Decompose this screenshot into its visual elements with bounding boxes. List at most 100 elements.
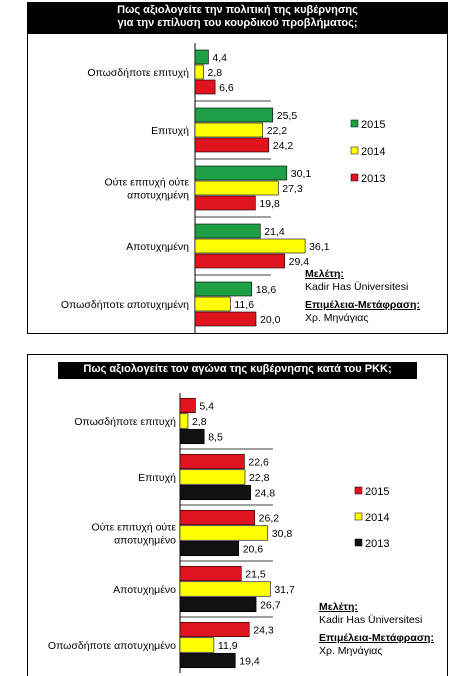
data-label: 18,6 (256, 284, 277, 296)
bar-2013 (194, 311, 257, 327)
category-label: Επιτυχή (151, 125, 189, 137)
legend-swatch-2013 (350, 173, 359, 182)
category-label: Επιτυχή (138, 472, 176, 484)
data-label: 2,8 (208, 67, 223, 79)
bar-2014 (194, 122, 264, 138)
category-label: Αποτυχημένη (126, 241, 189, 253)
category-label: Οπωσδήποτε αποτυχημένο (48, 640, 176, 652)
legend-swatch-2014 (350, 146, 359, 155)
category-label: Ούτε επιτυχή ούτε (105, 177, 190, 189)
data-label: 29,4 (289, 256, 310, 268)
bar-2015 (194, 281, 253, 297)
bar-2015 (179, 397, 196, 414)
data-label: 22,8 (249, 472, 270, 484)
credits-block: Μελέτη: Kadir Has Üniversitesi Επιμέλεια… (319, 601, 434, 658)
bar-2013 (179, 596, 257, 613)
bar-chart-svg: 4,4 2,8 6,6 Οπωσδήποτε επιτυχή 25,5 22,2 24,2 Ε… (61, 43, 385, 333)
chart-panel-kurdish-policy: Πως αξιολογείτε την πολιτική της κυβέρνη… (27, 2, 448, 334)
legend-swatch-2015 (350, 119, 359, 128)
legend-label: 2013 (361, 173, 385, 185)
bar-2015 (179, 453, 245, 470)
data-label: 30,8 (272, 528, 293, 540)
chart-panel-pkk-fight: Πως αξιολογείτε τον αγώνα της κυβέρνησης… (27, 354, 448, 676)
bar-2014 (179, 637, 215, 653)
bar-2013 (179, 484, 251, 501)
bar-2015 (179, 621, 250, 638)
chart-title: Πως αξιολογείτε την πολιτική της κυβέρνη… (28, 3, 447, 34)
data-label: 11,6 (234, 299, 254, 311)
bar-2015 (194, 165, 288, 181)
legend-label: 2015 (361, 119, 385, 131)
bar-2014 (179, 581, 271, 597)
editor-value: Χρ. Μηνάγιας (305, 312, 369, 324)
bar-2014 (194, 64, 204, 80)
legend-swatch-2013 (354, 538, 363, 547)
bar-2015 (194, 223, 261, 239)
data-label: 25,5 (277, 110, 298, 122)
bar-chart-svg: 5,4 2,88,5 Οπωσδήποτε επιτυχή 22,6 22,8 24,8 Ε… (48, 393, 389, 673)
chart-title-line-1: Πως αξιολογείτε την πολιτική της κυβέρνη… (117, 4, 358, 16)
bar-2014 (179, 469, 246, 485)
bar-2013 (194, 79, 216, 95)
study-label: Μελέτη: (305, 268, 344, 280)
chart-title-line-1: Πως αξιολογείτε τον αγώνα της κυβέρνησης… (83, 363, 392, 375)
bar-2015 (179, 509, 255, 526)
data-label: 2,8 (192, 416, 207, 428)
data-label: 19,4 (239, 656, 260, 668)
data-label: 24,2 (273, 140, 294, 152)
data-label: 8,5 (208, 432, 223, 444)
bar-2013 (194, 195, 256, 211)
data-label: 30,1 (291, 168, 312, 180)
legend-label: 2014 (365, 512, 389, 524)
data-label: 11,9 (218, 640, 238, 652)
bar-2015 (194, 107, 274, 123)
bar-2015 (194, 49, 209, 65)
bar-2013 (179, 428, 205, 445)
editor-label: Επιμέλεια-Μετάφραση: (319, 632, 434, 644)
category-label: Οπωσδήποτε επιτυχή (87, 67, 189, 79)
data-label: 27,3 (282, 183, 303, 195)
bar-2013 (194, 253, 285, 269)
credits-block: Μελέτη: Kadir Has Üniversitesi Επιμέλεια… (305, 268, 420, 325)
category-label: αποτυχημένη (127, 190, 189, 202)
chart-title-line-2: για την επίλυση του κουρδικού προβλήματο… (117, 17, 358, 29)
bar-2014 (179, 525, 269, 541)
data-label: 5,4 (199, 401, 214, 413)
data-label: 22,2 (267, 125, 288, 137)
legend-swatch-2014 (354, 512, 363, 521)
category-label: Οπωσδήποτε αποτυχημένη (61, 299, 189, 311)
data-label: 36,1 (309, 241, 330, 253)
legend-label: 2014 (361, 146, 385, 158)
data-label: 26,7 (260, 600, 281, 612)
data-label: 20,0 (260, 314, 281, 326)
category-label: Οπωσδήποτε επιτυχή (74, 416, 176, 428)
category-label: Αποτυχημένο (113, 584, 176, 596)
bar-2013 (179, 652, 236, 669)
legend-swatch-2015 (354, 486, 363, 495)
category-label: αποτυχημένο (114, 535, 176, 547)
bar-2014 (179, 413, 189, 429)
data-label: 19,8 (259, 198, 280, 210)
study-value: Kadir Has Üniversitesi (319, 614, 423, 626)
editor-value: Χρ. Μηνάγιας (319, 645, 383, 657)
data-label: 24,8 (255, 488, 276, 500)
data-label: 20,6 (243, 544, 264, 556)
bar-2014 (194, 180, 279, 196)
data-label: 4,4 (212, 52, 227, 64)
study-value: Kadir Has Üniversitesi (305, 281, 409, 293)
bar-2013 (179, 540, 240, 557)
bar-2013 (194, 137, 270, 153)
bar-2014 (194, 238, 306, 254)
data-label: 21,5 (245, 569, 266, 581)
study-label: Μελέτη: (319, 601, 358, 613)
chart-title: Πως αξιολογείτε τον αγώνα της κυβέρνησης… (58, 362, 417, 379)
legend-label: 2015 (365, 486, 389, 498)
legend-label: 2013 (365, 538, 389, 550)
data-label: 26,2 (259, 513, 280, 525)
editor-label: Επιμέλεια-Μετάφραση: (305, 299, 420, 311)
data-label: 6,6 (219, 82, 234, 94)
data-label: 24,3 (253, 625, 274, 637)
data-label: 22,6 (248, 457, 269, 469)
bar-2015 (179, 565, 242, 582)
bar-2014 (194, 296, 231, 312)
